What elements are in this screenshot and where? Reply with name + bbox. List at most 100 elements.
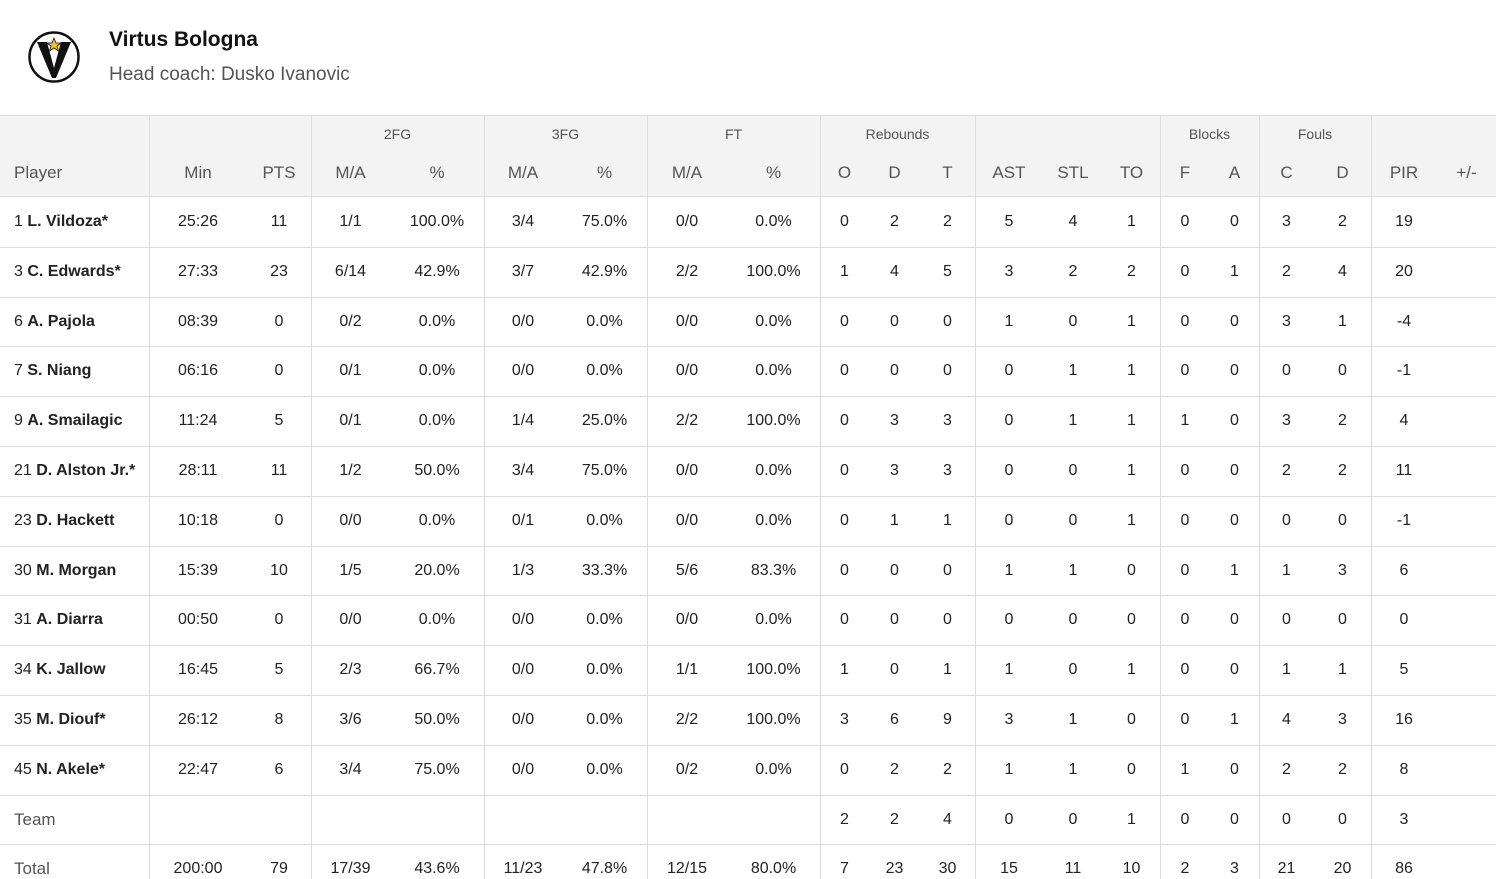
player-number: 7 xyxy=(14,362,23,380)
stat-cell: 16:45 xyxy=(177,661,219,679)
stat-cell: 6 xyxy=(274,760,284,778)
stat-cell: 20 xyxy=(1333,860,1352,878)
stat-cell: 0/0 xyxy=(675,213,699,230)
stat-cell: 1 xyxy=(1068,760,1078,778)
stat-cell: 30 xyxy=(938,860,957,878)
stat-cell: 3/4 xyxy=(339,760,362,778)
stat-cell: 0.0% xyxy=(586,511,623,529)
stat-cell: 0 xyxy=(1004,611,1014,629)
stat-cell: 0/0 xyxy=(339,611,362,629)
column-header: STL xyxy=(1057,163,1089,182)
stat-cell: 0 xyxy=(274,362,284,380)
team-logo xyxy=(28,31,80,83)
total-label: Total xyxy=(14,859,50,879)
player-label: A. Diarra xyxy=(36,611,103,629)
stat-cell: 1 xyxy=(1127,213,1136,230)
stat-cell: 15 xyxy=(1000,860,1018,878)
stat-cell: 2 xyxy=(943,213,952,230)
stat-cell: 33.3% xyxy=(581,561,628,579)
stat-cell: 11 xyxy=(270,213,288,230)
player-name: 3 C. Edwards* xyxy=(14,262,121,282)
stat-cell: 17/39 xyxy=(330,860,371,878)
stat-cell: 0/0 xyxy=(675,611,699,629)
stat-cell: 0.0% xyxy=(755,362,792,380)
stat-cell: 1 xyxy=(1068,711,1078,728)
stat-cell: 7 xyxy=(840,860,849,878)
stat-cell: 50.0% xyxy=(414,711,460,728)
stat-cell: 0 xyxy=(1068,511,1078,529)
player-number: 30 xyxy=(14,561,32,579)
stat-cell: 1 xyxy=(1180,760,1190,778)
stat-cell: 8 xyxy=(274,711,284,728)
stat-cell: 0 xyxy=(1180,312,1190,330)
row-divider xyxy=(0,645,1496,647)
stat-cell: 1 xyxy=(1127,511,1136,529)
stat-cell: 3 xyxy=(890,412,899,430)
row-divider xyxy=(0,346,1496,348)
stat-cell: 1/4 xyxy=(511,412,535,430)
stat-cell: 0.0% xyxy=(418,362,456,380)
column-header: C xyxy=(1280,163,1293,182)
stat-cell: 0 xyxy=(943,611,952,629)
column-header: Player xyxy=(14,163,63,182)
stat-cell: 100.0% xyxy=(746,412,801,430)
stat-cell: 0 xyxy=(1004,511,1014,529)
column-header: Min xyxy=(184,163,212,182)
stat-cell: 1 xyxy=(1068,561,1078,579)
stat-cell: 0 xyxy=(1068,810,1078,828)
stat-cell: 0 xyxy=(1127,760,1136,778)
stat-cell: 0/0 xyxy=(511,611,535,629)
stat-cell: 0 xyxy=(1180,711,1190,728)
stat-cell: 2 xyxy=(1282,760,1291,778)
player-label: A. Smailagic xyxy=(27,412,123,430)
stat-cell: 1 xyxy=(1127,412,1136,430)
stat-cell: 1 xyxy=(1338,661,1347,679)
stat-cell: 0.0% xyxy=(755,611,792,629)
stat-cell: 0 xyxy=(1180,810,1190,828)
stat-cell: 79 xyxy=(270,860,288,878)
stat-cell: 1 xyxy=(1127,312,1136,330)
stat-cell: 75.0% xyxy=(581,462,628,479)
stat-cell: 0/0 xyxy=(675,511,699,529)
group-header: 2FG xyxy=(383,126,412,142)
stat-cell: 0 xyxy=(890,611,899,629)
stat-cell: 4 xyxy=(1338,262,1347,280)
stat-cell: 10:18 xyxy=(177,511,219,529)
stat-cell: 0/0 xyxy=(675,312,699,330)
stat-cell: 0 xyxy=(1180,561,1190,579)
stat-cell: 28:11 xyxy=(178,462,218,479)
stat-cell: 0.0% xyxy=(755,213,792,230)
column-header: % xyxy=(429,163,445,182)
stat-cell: 2 xyxy=(1338,412,1347,430)
stat-cell: 2 xyxy=(1068,262,1078,280)
stat-cell: 5 xyxy=(274,661,284,679)
stat-cell: 00:50 xyxy=(177,611,219,629)
stat-cell: 0.0% xyxy=(586,711,623,728)
player-name: 7 S. Niang xyxy=(14,361,91,381)
stat-cell: 3 xyxy=(1230,860,1239,878)
stat-cell: 0/0 xyxy=(511,312,535,330)
player-name: 6 A. Pajola xyxy=(14,312,95,332)
stat-cell: 21 xyxy=(1277,860,1296,878)
stat-cell: 08:39 xyxy=(177,312,219,330)
group-header: Blocks xyxy=(1188,126,1231,142)
stat-cell: 4 xyxy=(1399,412,1409,430)
stat-cell: 11:24 xyxy=(178,412,218,430)
stat-cell: 23 xyxy=(885,860,904,878)
column-divider xyxy=(975,115,976,879)
stat-cell: 2 xyxy=(1338,462,1347,479)
row-divider xyxy=(0,844,1496,846)
stat-cell: 0 xyxy=(1399,611,1409,629)
stat-cell: 0 xyxy=(840,462,849,479)
player-number: 1 xyxy=(14,213,23,230)
column-header: M/A xyxy=(507,163,539,182)
column-header: A xyxy=(1228,163,1241,182)
column-header: +/- xyxy=(1456,163,1477,182)
stat-cell: 0 xyxy=(1068,312,1078,330)
box-score-table: 2FG 3FG FT Rebounds Blocks Fouls Player Min PTS M… xyxy=(0,115,1496,879)
stat-cell: 0/0 xyxy=(511,711,535,728)
stat-cell: 11 xyxy=(1395,462,1413,479)
table-header xyxy=(0,115,1496,197)
stat-cell: 5 xyxy=(274,412,284,430)
stat-cell: 3 xyxy=(1004,262,1014,280)
